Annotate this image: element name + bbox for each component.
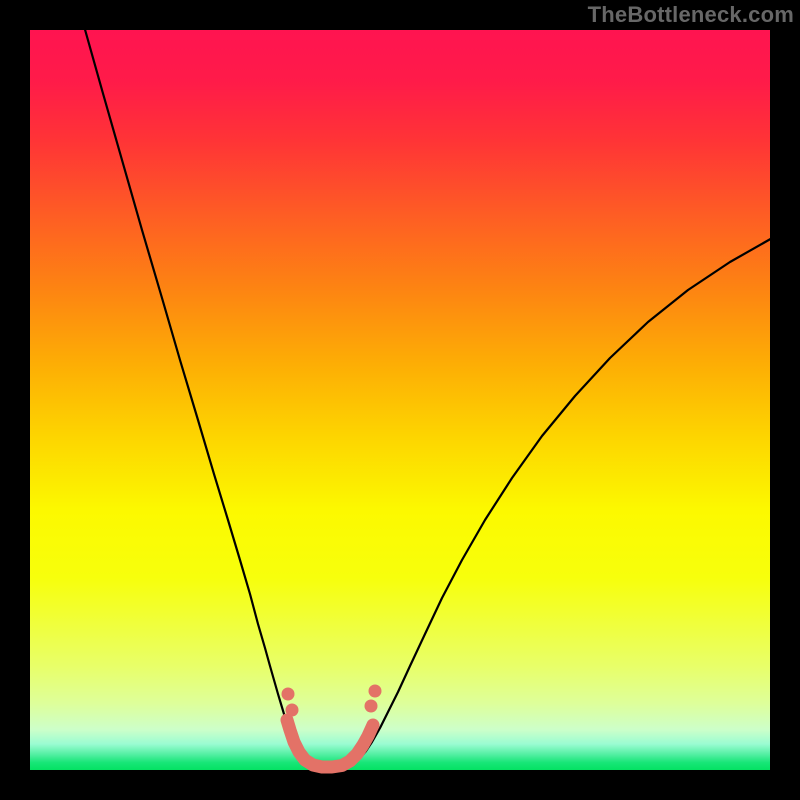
trough-marker-cap-0 [282,688,295,701]
bottleneck-curve-svg [30,30,770,770]
trough-marker [287,720,373,767]
trough-marker-cap-3 [369,685,382,698]
right-curve [342,237,774,768]
trough-marker-cap-2 [365,700,378,713]
chart-frame: TheBottleneck.com [0,0,800,800]
attribution-watermark: TheBottleneck.com [588,2,794,28]
left-curve [84,26,318,768]
trough-marker-cap-1 [286,704,299,717]
